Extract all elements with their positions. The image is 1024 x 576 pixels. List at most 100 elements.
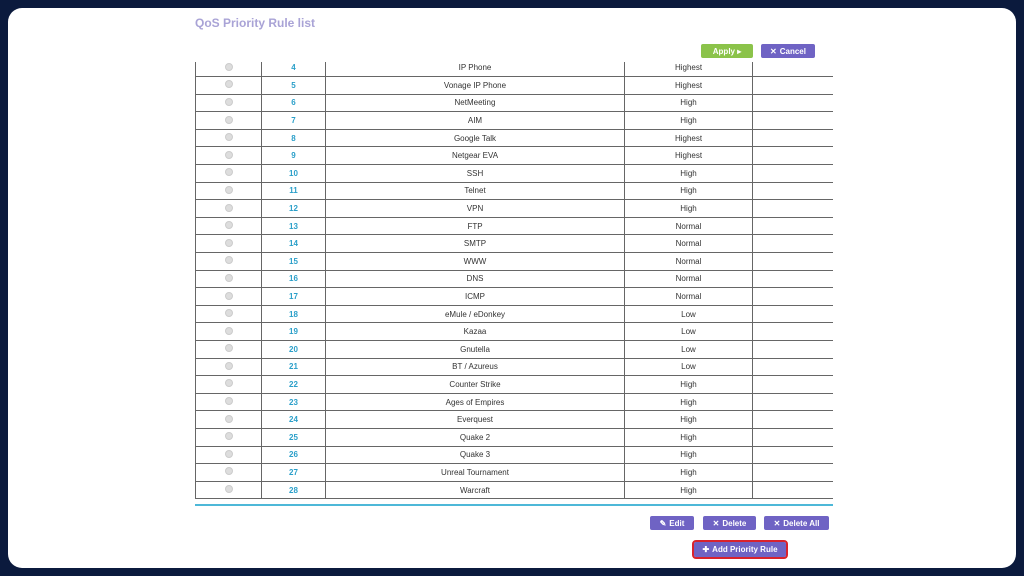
row-radio[interactable] [224, 238, 233, 247]
table-row[interactable]: 17 ICMP Normal [195, 287, 833, 306]
select-cell [195, 234, 262, 254]
table-row[interactable]: 23 Ages of Empires High [195, 393, 833, 412]
rule-name: Quake 3 [325, 446, 625, 465]
select-cell [195, 375, 262, 394]
row-radio[interactable] [224, 414, 233, 423]
row-radio[interactable] [224, 150, 233, 159]
empty-cell [752, 146, 833, 166]
rule-number: 18 [261, 305, 326, 324]
rule-name: AIM [325, 111, 625, 130]
row-radio[interactable] [224, 256, 233, 265]
table-row[interactable]: 18 eMule / eDonkey Low [195, 305, 833, 324]
row-radio[interactable] [224, 449, 233, 458]
rule-priority: High [624, 111, 753, 130]
row-radio[interactable] [224, 203, 233, 212]
rule-priority: High [624, 428, 753, 447]
cancel-button[interactable]: ✕ Cancel [761, 44, 815, 58]
table-row[interactable]: 15 WWW Normal [195, 252, 833, 271]
table-row[interactable]: 4 IP Phone Highest [195, 62, 833, 78]
empty-cell [752, 375, 833, 394]
rule-name: ICMP [325, 287, 625, 306]
rule-number: 16 [261, 270, 326, 289]
table-row[interactable]: 26 Quake 3 High [195, 446, 833, 465]
select-cell [195, 270, 262, 289]
rule-name: BT / Azureus [325, 358, 625, 377]
row-radio[interactable] [224, 432, 233, 441]
row-radio[interactable] [224, 80, 233, 89]
close-icon: ✕ [712, 518, 720, 528]
row-radio[interactable] [224, 326, 233, 335]
select-cell [195, 358, 262, 377]
table-row[interactable]: 27 Unreal Tournament High [195, 463, 833, 482]
row-radio[interactable] [224, 467, 233, 476]
table-row[interactable]: 10 SSH High [195, 164, 833, 183]
table-row[interactable]: 13 FTP Normal [195, 217, 833, 236]
empty-cell [752, 340, 833, 359]
row-radio[interactable] [224, 485, 233, 494]
table-row[interactable]: 19 Kazaa Low [195, 322, 833, 341]
rule-number: 5 [261, 76, 326, 95]
rule-number: 21 [261, 358, 326, 377]
table-row[interactable]: 21 BT / Azureus Low [195, 358, 833, 377]
row-radio[interactable] [224, 361, 233, 370]
table-row[interactable]: 7 AIM High [195, 111, 833, 130]
select-cell [195, 410, 262, 429]
rule-name: eMule / eDonkey [325, 305, 625, 324]
apply-button[interactable]: Apply ▸ [701, 44, 753, 58]
row-radio[interactable] [224, 168, 233, 177]
delete-all-button[interactable]: ✕ Delete All [764, 516, 829, 530]
table-row[interactable]: 28 Warcraft High [195, 481, 833, 500]
table-row[interactable]: 20 Gnutella Low [195, 340, 833, 359]
delete-label: Delete [722, 518, 747, 528]
select-cell [195, 199, 262, 218]
table-row[interactable]: 22 Counter Strike High [195, 375, 833, 394]
select-cell [195, 393, 262, 412]
select-cell [195, 252, 262, 271]
row-radio[interactable] [224, 397, 233, 406]
select-cell [195, 129, 262, 148]
table-row[interactable]: 24 Everquest High [195, 410, 833, 429]
rule-name: Kazaa [325, 322, 625, 341]
add-priority-rule-button[interactable]: ✚ Add Priority Rule [692, 540, 788, 559]
table-row[interactable]: 16 DNS Normal [195, 270, 833, 289]
rule-number: 25 [261, 428, 326, 447]
row-radio[interactable] [224, 291, 233, 300]
select-cell [195, 463, 262, 482]
rule-number: 9 [261, 146, 326, 166]
rule-number: 22 [261, 375, 326, 394]
table-row[interactable]: 9 Netgear EVA Highest [195, 146, 833, 166]
row-radio[interactable] [224, 309, 233, 318]
table-row[interactable]: 11 Telnet High [195, 182, 833, 201]
rule-number: 13 [261, 217, 326, 236]
row-radio[interactable] [224, 97, 233, 106]
empty-cell [752, 62, 833, 78]
row-radio[interactable] [224, 379, 233, 388]
table-row[interactable]: 25 Quake 2 High [195, 428, 833, 447]
row-radio[interactable] [224, 115, 233, 124]
rule-name: VPN [325, 199, 625, 218]
empty-cell [752, 182, 833, 201]
rule-number: 12 [261, 199, 326, 218]
table-row[interactable]: 6 NetMeeting High [195, 94, 833, 113]
rule-priority: High [624, 410, 753, 429]
rule-priority: Highest [624, 146, 753, 166]
delete-button[interactable]: ✕ Delete [703, 516, 756, 530]
row-radio[interactable] [224, 273, 233, 282]
rule-name: Quake 2 [325, 428, 625, 447]
table-row[interactable]: 12 VPN High [195, 199, 833, 218]
row-radio[interactable] [224, 344, 233, 353]
rules-table-scroll[interactable]: 4 IP Phone Highest 5 Vonage IP Phone Hig… [195, 62, 833, 500]
row-radio[interactable] [224, 62, 233, 71]
rule-name: Ages of Empires [325, 393, 625, 412]
rule-number: 8 [261, 129, 326, 148]
edit-button[interactable]: ✎ Edit [650, 516, 694, 530]
row-radio[interactable] [224, 221, 233, 230]
row-radio[interactable] [224, 133, 233, 142]
table-row[interactable]: 5 Vonage IP Phone Highest [195, 76, 833, 95]
close-icon: ✕ [773, 518, 781, 528]
row-radio[interactable] [224, 185, 233, 194]
rule-name: IP Phone [325, 62, 625, 78]
empty-cell [752, 428, 833, 447]
table-row[interactable]: 14 SMTP Normal [195, 234, 833, 254]
table-row[interactable]: 8 Google Talk Highest [195, 129, 833, 148]
